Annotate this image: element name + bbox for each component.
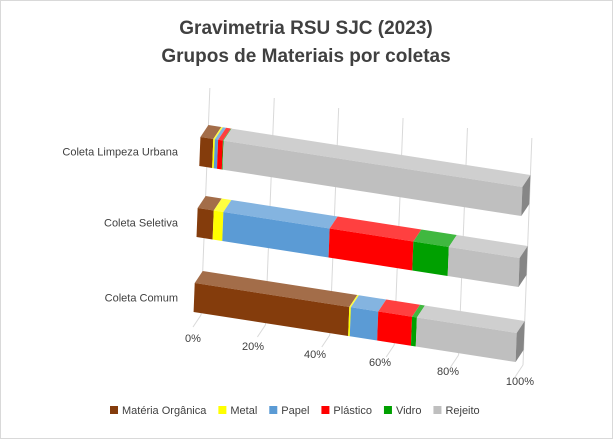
- bar-segment-2-4: [410, 304, 425, 347]
- legend-label-5: Rejeito: [445, 405, 479, 417]
- legend-label-3: Plástico: [333, 405, 372, 417]
- legend-swatch-5: [433, 406, 442, 414]
- legend-item-2: Papel: [269, 405, 309, 417]
- tick-label-0: 0%: [185, 333, 201, 345]
- category-label-2: Coleta Comum: [105, 293, 178, 305]
- legend-item-0: Matéria Orgânica: [110, 405, 207, 417]
- category-label-0: Coleta Limpeza Urbana: [62, 147, 178, 159]
- bar-segment-0-5: [222, 128, 531, 216]
- bars: [193, 125, 531, 362]
- floor-gridline-1: [256, 324, 266, 338]
- tick-label-5: 100%: [506, 376, 534, 388]
- legend-item-1: Metal: [218, 405, 257, 417]
- value-axis: 0% 20% 40% 60% 80% 100%: [185, 333, 534, 388]
- floor-gridline-2: [321, 334, 331, 348]
- floor-gridline-0: [192, 314, 202, 328]
- bar-segment-1-1: [212, 198, 232, 241]
- bar-segment-2-2: [349, 295, 387, 341]
- legend: Matéria Orgânica Metal Papel Plástico Vidro R…: [110, 405, 480, 417]
- bar-segment-2-3: [377, 299, 421, 346]
- legend-swatch-1: [218, 406, 227, 414]
- legend-label-0: Matéria Orgânica: [122, 405, 207, 417]
- bar-segment-0-4: [221, 128, 232, 170]
- legend-swatch-4: [383, 406, 392, 414]
- bar-segment-0-2: [213, 127, 227, 169]
- tick-label-4: 80%: [437, 366, 459, 378]
- legend-label-2: Papel: [281, 405, 309, 417]
- tick-label-2: 40%: [304, 349, 326, 361]
- legend-swatch-3: [321, 406, 330, 414]
- bar-segment-0-3: [216, 127, 231, 170]
- chart-title-line-2: Grupos de Materiais por coletas: [161, 46, 450, 67]
- gridline-5: [522, 137, 533, 366]
- tick-label-1: 20%: [242, 341, 264, 353]
- chart-title-line-1: Gravimetria RSU SJC (2023): [179, 18, 432, 39]
- legend-item-4: Vidro: [383, 405, 421, 417]
- legend-item-5: Rejeito: [433, 405, 480, 417]
- legend-label-1: Metal: [230, 405, 257, 417]
- floor-gridline-4: [450, 354, 460, 368]
- bar-segment-1-4: [412, 229, 457, 276]
- bar-segment-1-2: [222, 200, 338, 258]
- bar-segment-2-0: [193, 271, 358, 336]
- floor-gridline-5: [514, 364, 524, 378]
- bar-segment-0-1: [212, 127, 223, 169]
- bar-segment-0-0: [199, 125, 222, 168]
- bar-segment-2-1: [348, 295, 359, 337]
- legend-swatch-2: [269, 406, 278, 414]
- legend-item-3: Plástico: [321, 405, 372, 417]
- legend-label-4: Vidro: [396, 405, 421, 417]
- bar-segment-2-5: [415, 305, 525, 362]
- bar-segment-1-0: [196, 196, 222, 240]
- bar-segment-1-3: [328, 216, 422, 271]
- category-axis: Coleta Limpeza Urbana Coleta Seletiva Cole…: [62, 147, 178, 305]
- legend-swatch-0: [110, 406, 118, 414]
- floor-gridline-3: [385, 344, 395, 358]
- tick-label-3: 60%: [369, 357, 391, 369]
- bar-segment-1-5: [447, 235, 528, 287]
- category-label-1: Coleta Seletiva: [104, 218, 179, 230]
